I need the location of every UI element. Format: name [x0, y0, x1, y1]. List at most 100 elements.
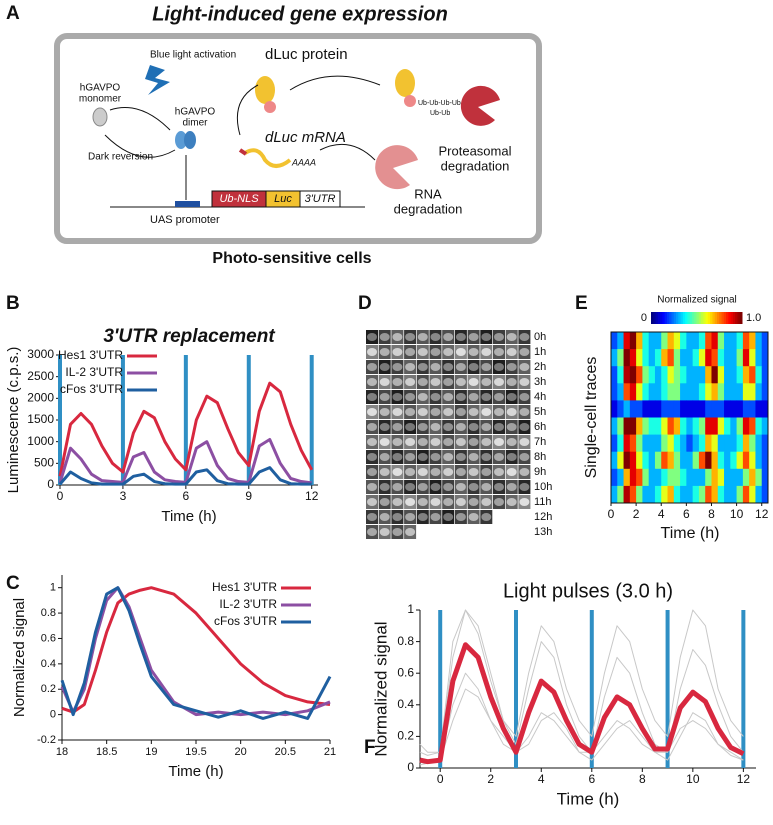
- chart-title: 3'UTR replacement: [103, 326, 275, 347]
- heat-cell: [724, 485, 731, 504]
- colorbar: [680, 312, 684, 324]
- heat-cell: [623, 383, 631, 401]
- panel-label: F: [364, 737, 376, 758]
- cell: [455, 423, 466, 431]
- heat-cell: [749, 451, 756, 470]
- cell: [468, 378, 479, 386]
- heat-cell: [673, 451, 681, 470]
- x-tick-label: 12: [737, 772, 751, 786]
- colorbar: [676, 312, 679, 324]
- colorbar: [682, 312, 686, 324]
- cell: [430, 453, 441, 461]
- heat-cell: [742, 468, 750, 487]
- x-tick-label: 2: [487, 772, 494, 786]
- cell: [494, 498, 504, 506]
- time-label: 7h: [534, 436, 546, 448]
- cell: [405, 528, 416, 536]
- heat-cell: [661, 417, 669, 436]
- cell: [367, 513, 377, 521]
- heat-cell: [636, 485, 643, 504]
- heat-cell: [629, 468, 637, 487]
- cell: [379, 498, 390, 506]
- heat-cell: [755, 468, 763, 487]
- cell: [392, 423, 403, 431]
- cell: [443, 483, 454, 491]
- uas: [175, 201, 200, 207]
- heat-cell: [749, 434, 756, 453]
- heat-cell: [680, 417, 687, 436]
- cell: [468, 453, 479, 461]
- heat-cell: [711, 434, 719, 453]
- series-line: [419, 609, 744, 756]
- cell: [379, 528, 390, 536]
- heat-cell: [661, 451, 669, 470]
- cell: [405, 468, 416, 476]
- time-label: 2h: [534, 361, 546, 373]
- heat-cell: [611, 383, 618, 401]
- y-tick-label: 0.4: [41, 658, 56, 670]
- heat-cell: [667, 400, 675, 418]
- panel-label: B: [6, 293, 20, 314]
- cell: [481, 498, 492, 506]
- colorbar: [694, 312, 697, 324]
- arrow: [236, 84, 259, 136]
- y-tick-label: 2500: [27, 369, 54, 383]
- label: Blue light activation: [150, 50, 236, 61]
- cell: [379, 483, 390, 491]
- legend-label: cFos 3'UTR: [214, 614, 277, 628]
- heat-cell: [642, 434, 650, 453]
- arrow: [319, 143, 376, 161]
- label: AAAA: [291, 157, 316, 167]
- heat-cell: [742, 349, 750, 367]
- heat-cell: [736, 417, 744, 436]
- cell: [405, 393, 416, 401]
- cell: [367, 363, 377, 371]
- heat-cell: [717, 349, 725, 367]
- cell: [430, 513, 441, 521]
- colorbar: [664, 312, 668, 324]
- heat-cell: [642, 383, 650, 401]
- heat-cell: [692, 434, 700, 453]
- heat-cell: [755, 451, 763, 470]
- heat-cell: [661, 468, 669, 487]
- colorbar: [673, 312, 677, 324]
- heat-cell: [642, 349, 650, 367]
- cell: [481, 363, 492, 371]
- heat-cell: [636, 366, 643, 384]
- cell: [392, 468, 403, 476]
- heat-cell: [698, 332, 706, 350]
- heat-cell: [698, 468, 706, 487]
- cell: [519, 393, 530, 401]
- heat-cell: [642, 451, 650, 470]
- cell: [468, 438, 479, 446]
- label: Dark reversion: [88, 152, 153, 163]
- cell: [506, 438, 517, 446]
- x-tick-label: 6: [683, 507, 690, 521]
- heat-cell: [742, 383, 750, 401]
- cell: [379, 438, 390, 446]
- heat-cell: [648, 383, 656, 401]
- label: RNA: [414, 186, 442, 201]
- colorbar: [689, 312, 693, 324]
- colorbar: [655, 312, 659, 324]
- heat-cell: [736, 400, 744, 418]
- cell-box: [54, 33, 542, 244]
- chart-title: Light pulses (3.0 h): [503, 580, 673, 602]
- colorbar-tick-label: 0: [641, 312, 647, 324]
- x-tick-label: 8: [639, 772, 646, 786]
- gene-part: [299, 190, 341, 208]
- heat-cell: [680, 349, 687, 367]
- heat-cell: [667, 451, 675, 470]
- label: hGAVPO: [175, 107, 216, 118]
- heat-cell: [755, 366, 763, 384]
- legend-label: IL-2 3'UTR: [65, 365, 123, 379]
- heat-cell: [755, 417, 763, 436]
- cell: [392, 333, 403, 341]
- heat-cell: [755, 332, 763, 350]
- colorbar: [703, 312, 707, 324]
- heat-cell: [705, 332, 712, 350]
- cell: [367, 423, 377, 431]
- time-label: 0h: [534, 331, 546, 343]
- cell: [443, 333, 454, 341]
- heat-cell: [730, 349, 738, 367]
